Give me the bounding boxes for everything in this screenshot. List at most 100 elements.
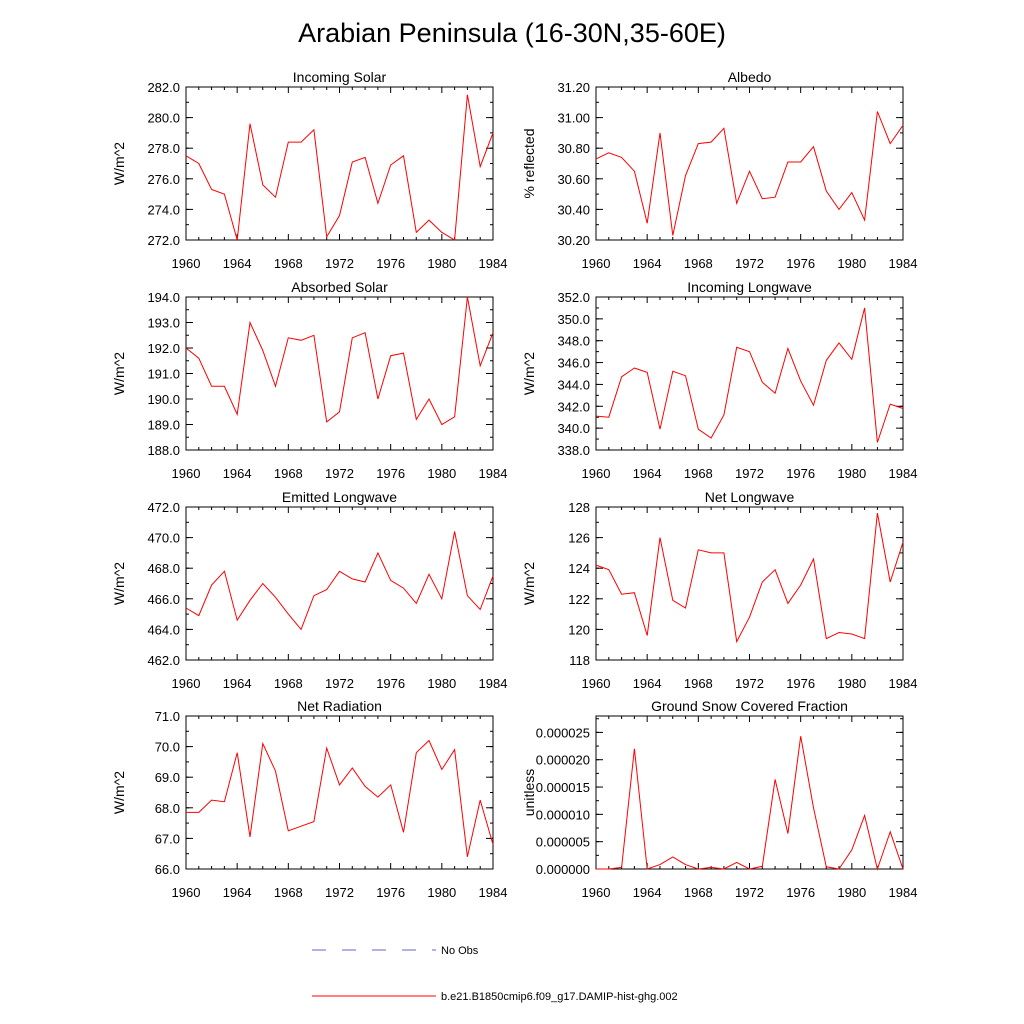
y-axis-label: unitless bbox=[521, 769, 537, 816]
series-line bbox=[595, 513, 904, 644]
y-tick-label: 188.0 bbox=[147, 443, 180, 458]
x-tick-label: 1960 bbox=[582, 676, 611, 691]
y-tick-label: 68.0 bbox=[155, 801, 180, 816]
x-tick-label: 1960 bbox=[172, 676, 201, 691]
series-line bbox=[185, 531, 494, 631]
x-tick-label: 1972 bbox=[325, 676, 354, 691]
panel-incoming-solar: Incoming Solar W/m^2 1960 1964 1968 1972 1976 1… bbox=[111, 69, 507, 271]
x-tick-label: 1972 bbox=[325, 466, 354, 481]
panel-title: Ground Snow Covered Fraction bbox=[651, 698, 848, 714]
panel-absorbed-solar: Absorbed Solar W/m^2 1960 1964 1968 1972 1976 1… bbox=[111, 279, 507, 481]
series-line bbox=[595, 111, 904, 236]
y-tick-label: 344.0 bbox=[557, 377, 590, 392]
y-tick-label: 67.0 bbox=[155, 831, 180, 846]
y-tick-label: 192.0 bbox=[147, 341, 180, 356]
plot-frame bbox=[185, 86, 494, 241]
x-tick-label: 1972 bbox=[735, 256, 764, 271]
x-tick-label: 1960 bbox=[582, 885, 611, 900]
legend-no-obs-label: No Obs bbox=[441, 945, 479, 957]
y-tick-label: 30.60 bbox=[557, 172, 590, 187]
x-tick-label: 1968 bbox=[274, 885, 303, 900]
x-tick-label: 1960 bbox=[582, 256, 611, 271]
y-tick-label: 128 bbox=[568, 500, 590, 515]
x-tick-label: 1968 bbox=[274, 676, 303, 691]
panel-title: Emitted Longwave bbox=[282, 489, 397, 505]
y-tick-label: 194.0 bbox=[147, 290, 180, 305]
x-tick-label: 1980 bbox=[837, 256, 866, 271]
y-tick-label: 274.0 bbox=[147, 202, 180, 217]
y-tick-label: 30.80 bbox=[557, 141, 590, 156]
y-tick-label: 338.0 bbox=[557, 443, 590, 458]
x-tick-label: 1976 bbox=[376, 676, 405, 691]
x-tick-label: 1980 bbox=[427, 676, 456, 691]
y-tick-label: 118 bbox=[569, 653, 590, 668]
y-tick-label: 30.20 bbox=[557, 233, 590, 248]
x-tick-label: 1984 bbox=[479, 885, 508, 900]
plot-frame bbox=[595, 506, 904, 661]
series-line bbox=[185, 296, 494, 426]
legend-run-label: b.e21.B1850cmip6.f09_g17.DAMIP-hist-ghg.… bbox=[441, 991, 678, 1003]
legend: No Obs b.e21.B1850cmip6.f09_g17.DAMIP-hi… bbox=[312, 945, 678, 1003]
y-tick-label: 348.0 bbox=[557, 334, 590, 349]
x-tick-label: 1976 bbox=[786, 676, 815, 691]
y-axis-label: % reflected bbox=[521, 128, 537, 198]
panel-ground-snow-covered-fraction: Ground Snow Covered Fraction unitless 1960… bbox=[521, 698, 917, 900]
plot-frame bbox=[595, 296, 904, 451]
panel-net-radiation: Net Radiation W/m^2 1960 1964 1968 1972 1976 19… bbox=[111, 698, 507, 900]
x-tick-label: 1980 bbox=[427, 256, 456, 271]
x-tick-label: 1984 bbox=[889, 466, 918, 481]
x-tick-label: 1984 bbox=[889, 256, 918, 271]
y-tick-label: 71.0 bbox=[155, 709, 180, 724]
y-tick-label: 193.0 bbox=[147, 316, 180, 331]
x-tick-label: 1976 bbox=[786, 256, 815, 271]
panel-albedo: Albedo % reflected 1960 1964 1968 1972 1976 198… bbox=[521, 69, 917, 271]
x-tick-label: 1964 bbox=[633, 256, 662, 271]
y-tick-label: 282.0 bbox=[147, 80, 180, 95]
y-tick-label: 276.0 bbox=[147, 172, 180, 187]
x-tick-label: 1964 bbox=[633, 466, 662, 481]
x-tick-label: 1960 bbox=[172, 885, 201, 900]
series-line bbox=[596, 736, 904, 871]
x-tick-label: 1984 bbox=[889, 676, 918, 691]
y-tick-label: 190.0 bbox=[147, 392, 180, 407]
y-tick-label: 30.40 bbox=[557, 202, 590, 217]
panel-emitted-longwave: Emitted Longwave W/m^2 1960 1964 1968 1972 197… bbox=[111, 489, 507, 691]
panel-incoming-longwave: Incoming Longwave W/m^2 1960 1964 1968 1972 19… bbox=[521, 279, 917, 481]
y-axis-label: W/m^2 bbox=[111, 562, 127, 605]
x-tick-label: 1980 bbox=[837, 676, 866, 691]
y-tick-label: 346.0 bbox=[557, 356, 590, 371]
x-tick-label: 1972 bbox=[325, 885, 354, 900]
x-tick-label: 1964 bbox=[223, 676, 252, 691]
y-tick-label: 31.00 bbox=[557, 111, 590, 126]
y-axis-label: W/m^2 bbox=[521, 562, 537, 605]
x-tick-label: 1972 bbox=[325, 256, 354, 271]
x-tick-label: 1976 bbox=[376, 256, 405, 271]
x-tick-label: 1968 bbox=[274, 466, 303, 481]
x-tick-label: 1964 bbox=[223, 885, 252, 900]
y-tick-label: 468.0 bbox=[147, 561, 180, 576]
y-tick-label: 0.000005 bbox=[536, 835, 590, 850]
x-tick-label: 1960 bbox=[582, 466, 611, 481]
x-tick-label: 1972 bbox=[735, 885, 764, 900]
y-tick-label: 340.0 bbox=[557, 421, 590, 436]
x-tick-label: 1984 bbox=[479, 676, 508, 691]
y-axis-label: W/m^2 bbox=[111, 771, 127, 814]
y-tick-label: 66.0 bbox=[155, 862, 180, 877]
panel-title: Incoming Solar bbox=[293, 69, 387, 85]
series-line bbox=[186, 739, 494, 857]
x-tick-label: 1960 bbox=[172, 466, 201, 481]
panel-title: Albedo bbox=[728, 69, 772, 85]
y-tick-label: 189.0 bbox=[147, 418, 180, 433]
x-tick-label: 1976 bbox=[376, 885, 405, 900]
y-tick-label: 0.000020 bbox=[536, 753, 590, 768]
y-tick-label: 278.0 bbox=[147, 141, 180, 156]
y-tick-label: 342.0 bbox=[557, 399, 590, 414]
y-tick-label: 280.0 bbox=[147, 111, 180, 126]
series-line bbox=[185, 94, 494, 241]
x-tick-label: 1964 bbox=[633, 885, 662, 900]
x-tick-label: 1968 bbox=[684, 466, 713, 481]
y-tick-label: 0.000010 bbox=[536, 807, 590, 822]
x-tick-label: 1976 bbox=[376, 466, 405, 481]
y-axis-label: W/m^2 bbox=[521, 352, 537, 395]
